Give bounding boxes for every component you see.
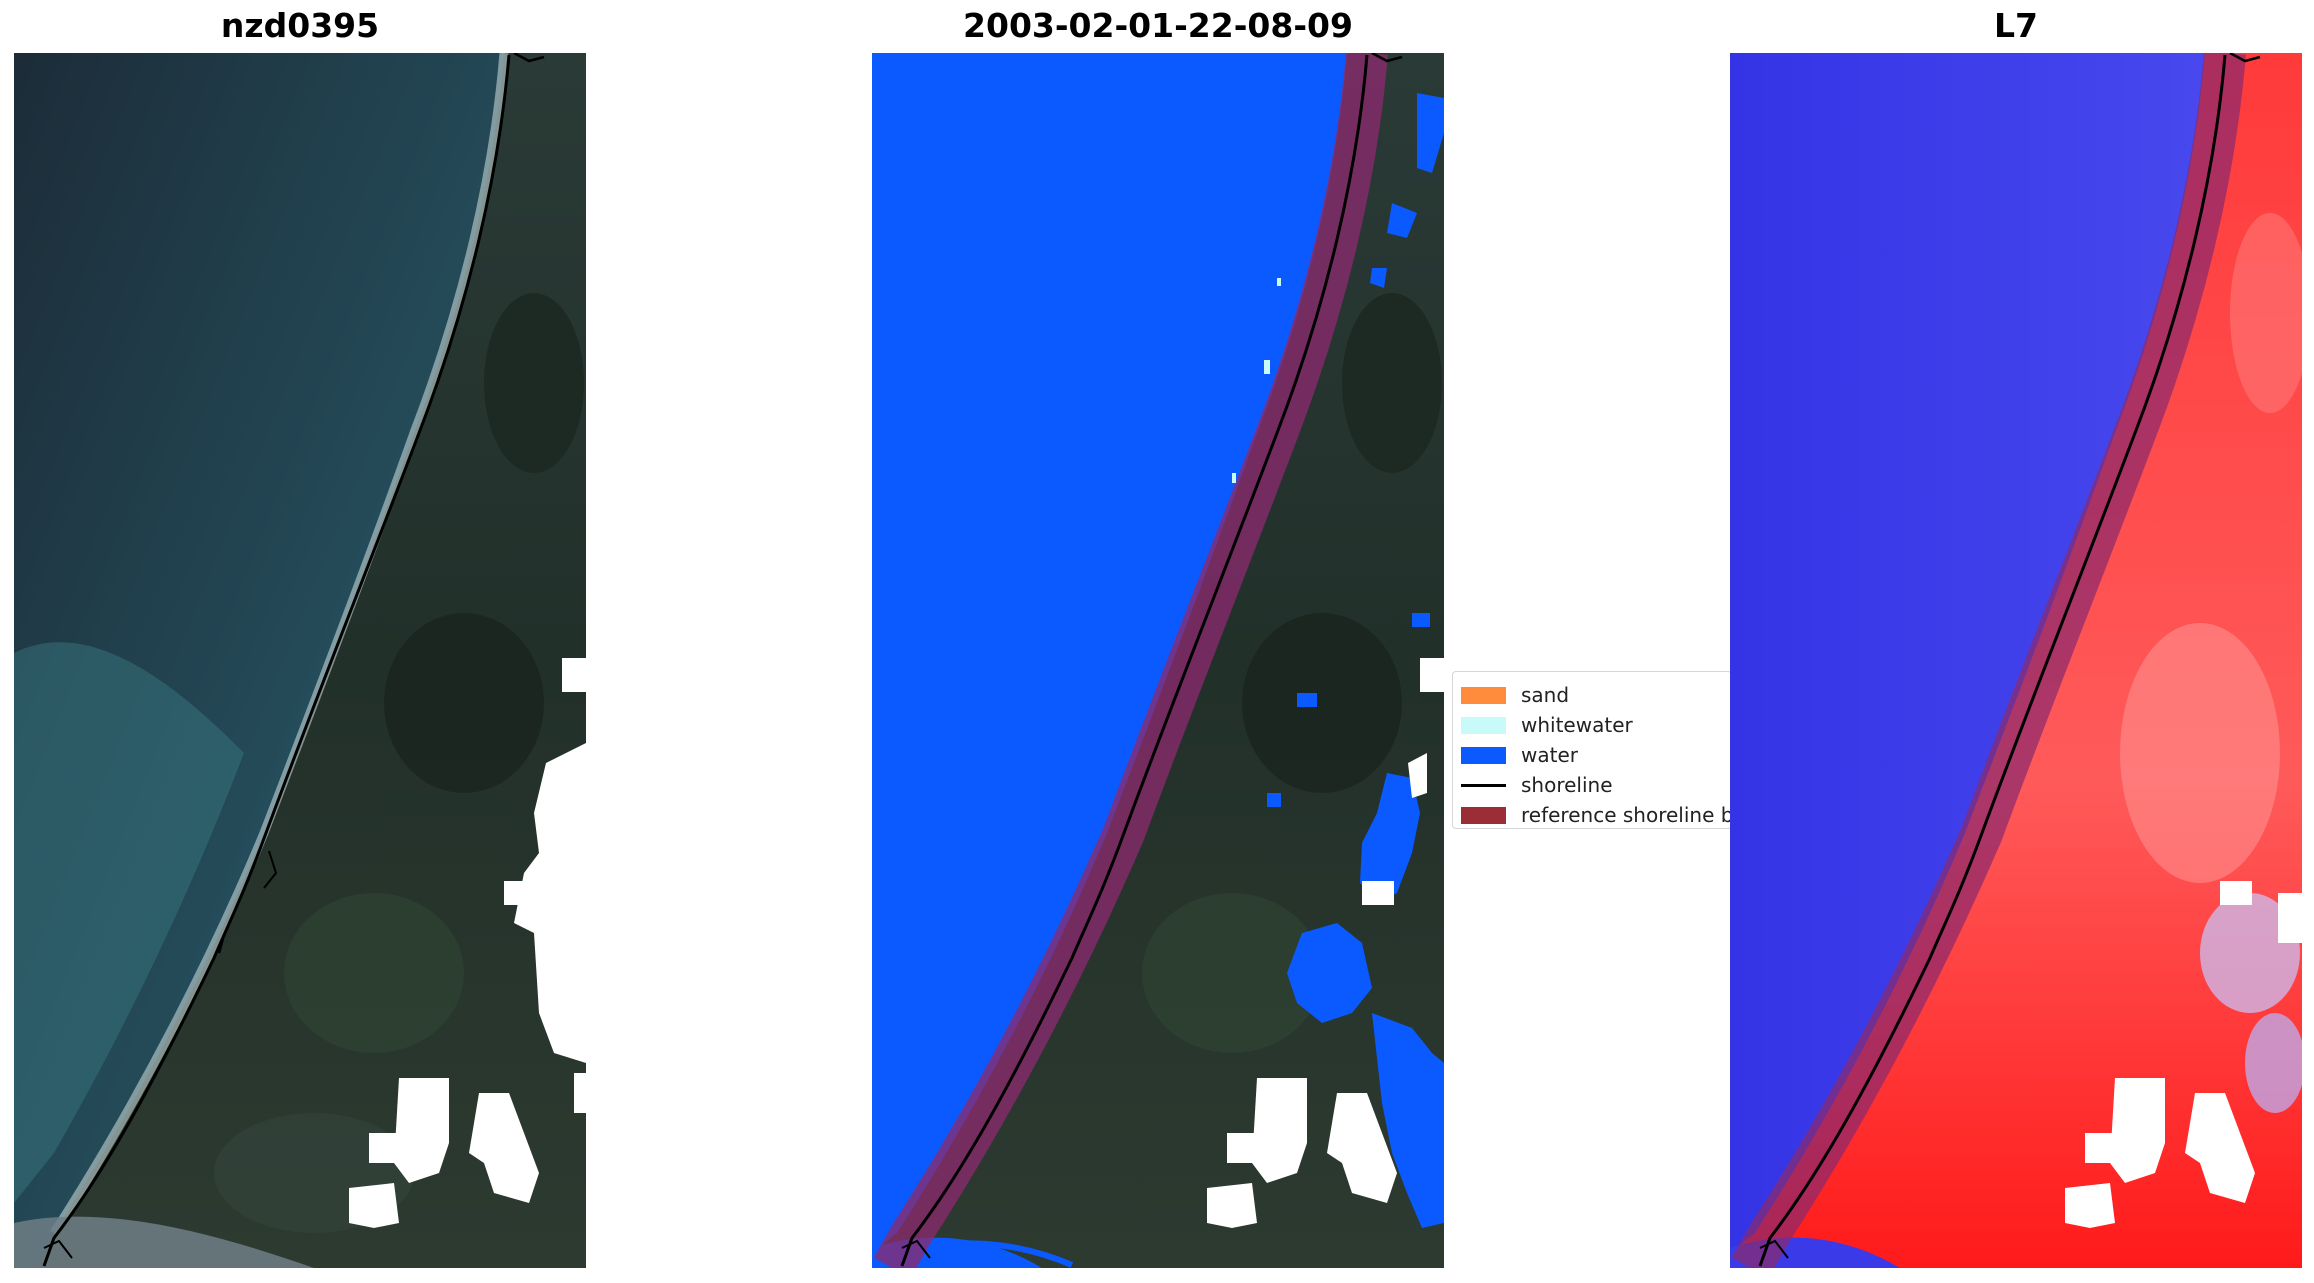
shoreline-line [1758,54,2227,1267]
cloud-mask [1207,658,1444,1228]
index-image [1730,53,2302,1268]
legend-label: reference shoreline buffer [1521,803,1731,827]
legend: sand whitewater water shoreline referenc… [1452,671,1732,829]
water-class [872,53,1347,1253]
legend-item-shoreline: shoreline [1453,770,1731,800]
cloud-mask [349,658,586,1228]
legend-label: shoreline [1521,773,1613,797]
classification-image [872,53,1444,1268]
rgb-image-panel [14,53,586,1268]
classification-panel [872,53,1444,1268]
shoreline-line [42,54,511,1267]
legend-swatch-whitewater [1461,716,1506,734]
shoreline-line [900,54,1369,1267]
panel-title-index: L7 [1994,6,2038,45]
rgb-image [14,53,586,1268]
index-panel [1730,53,2302,1268]
panel-title-rgb: nzd0395 [220,6,380,45]
legend-swatch-reference-buffer [1461,806,1506,824]
legend-item-sand: sand [1453,680,1731,710]
legend-item-reference-buffer: reference shoreline buffer [1453,800,1731,828]
panel-title-classification: 2003-02-01-22-08-09 [963,6,1353,45]
legend-label: sand [1521,683,1570,707]
legend-label: water [1521,743,1578,767]
cloud-mask [2065,881,2302,1228]
legend-item-whitewater: whitewater [1453,710,1731,740]
legend-line-shoreline [1461,783,1506,787]
legend-item-water: water [1453,740,1731,770]
legend-swatch-water [1461,746,1506,764]
legend-swatch-sand [1461,686,1506,704]
legend-label: whitewater [1521,713,1633,737]
